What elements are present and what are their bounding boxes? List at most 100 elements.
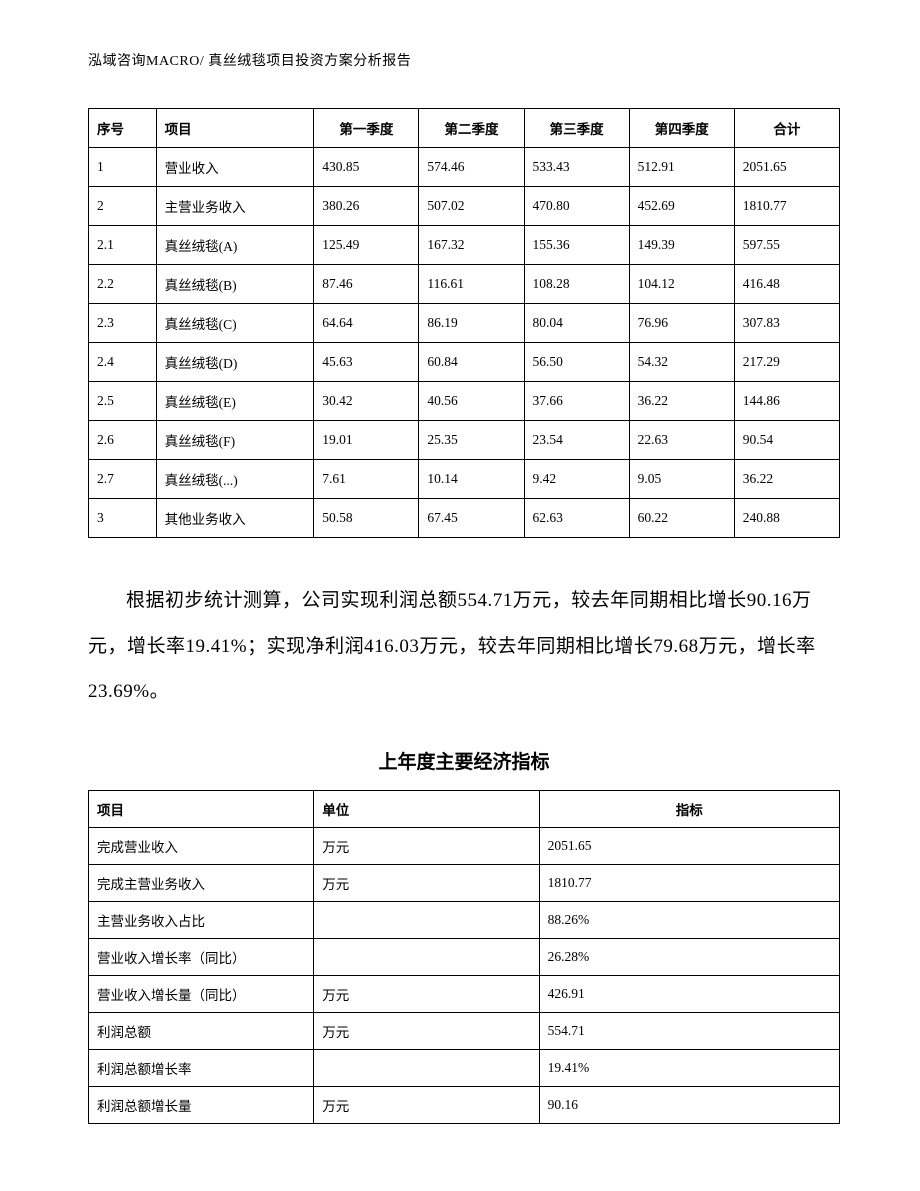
- table-row: 2.3真丝绒毯(C)64.6486.1980.0476.96307.83: [89, 304, 840, 343]
- table-cell: 149.39: [629, 226, 734, 265]
- table-cell: 万元: [314, 1086, 539, 1123]
- table-cell: 167.32: [419, 226, 524, 265]
- table-cell: 30.42: [314, 382, 419, 421]
- table-cell: 1810.77: [539, 864, 839, 901]
- table-cell: 2051.65: [734, 148, 839, 187]
- page-header: 泓域咨询MACRO/ 真丝绒毯项目投资方案分析报告: [88, 50, 840, 70]
- table-cell: 利润总额: [89, 1012, 314, 1049]
- col-value: 指标: [539, 790, 839, 827]
- table-cell: 533.43: [524, 148, 629, 187]
- table-cell: 10.14: [419, 460, 524, 499]
- table-row: 营业收入增长量（同比）万元426.91: [89, 975, 840, 1012]
- table-header-row: 项目 单位 指标: [89, 790, 840, 827]
- table-cell: 26.28%: [539, 938, 839, 975]
- table-cell: 76.96: [629, 304, 734, 343]
- table-cell: 64.64: [314, 304, 419, 343]
- table-cell: 19.41%: [539, 1049, 839, 1086]
- table-cell: 60.84: [419, 343, 524, 382]
- table-cell: 108.28: [524, 265, 629, 304]
- table-cell: 50.58: [314, 499, 419, 538]
- table-cell: 22.63: [629, 421, 734, 460]
- table-row: 2主营业务收入380.26507.02470.80452.691810.77: [89, 187, 840, 226]
- table-cell: 2.2: [89, 265, 157, 304]
- table-row: 1营业收入430.85574.46533.43512.912051.65: [89, 148, 840, 187]
- table-cell: 380.26: [314, 187, 419, 226]
- table-cell: 主营业务收入占比: [89, 901, 314, 938]
- table-cell: 155.36: [524, 226, 629, 265]
- table-cell: 36.22: [629, 382, 734, 421]
- table-cell: 430.85: [314, 148, 419, 187]
- table-cell: 116.61: [419, 265, 524, 304]
- table-cell: 144.86: [734, 382, 839, 421]
- table-cell: 2051.65: [539, 827, 839, 864]
- table-cell: 7.61: [314, 460, 419, 499]
- table-cell: 2.6: [89, 421, 157, 460]
- col-q4: 第四季度: [629, 109, 734, 148]
- table-cell: 45.63: [314, 343, 419, 382]
- table-cell: 90.16: [539, 1086, 839, 1123]
- table-row: 完成主营业务收入万元1810.77: [89, 864, 840, 901]
- economic-indicators-table: 项目 单位 指标 完成营业收入万元2051.65完成主营业务收入万元1810.7…: [88, 790, 840, 1124]
- table-cell: 507.02: [419, 187, 524, 226]
- table-cell: 完成主营业务收入: [89, 864, 314, 901]
- table-cell: 真丝绒毯(D): [156, 343, 314, 382]
- table-cell: 9.42: [524, 460, 629, 499]
- table-cell: 416.48: [734, 265, 839, 304]
- table-cell: 56.50: [524, 343, 629, 382]
- table-cell: 万元: [314, 827, 539, 864]
- table-cell: 426.91: [539, 975, 839, 1012]
- table-cell: 512.91: [629, 148, 734, 187]
- table-cell: 2.3: [89, 304, 157, 343]
- table-cell: 37.66: [524, 382, 629, 421]
- table-row: 2.4真丝绒毯(D)45.6360.8456.5054.32217.29: [89, 343, 840, 382]
- table-cell: 36.22: [734, 460, 839, 499]
- table-cell: 307.83: [734, 304, 839, 343]
- table-cell: 470.80: [524, 187, 629, 226]
- table-cell: 营业收入增长率（同比）: [89, 938, 314, 975]
- col-item: 项目: [89, 790, 314, 827]
- table-cell: 217.29: [734, 343, 839, 382]
- table-cell: 1810.77: [734, 187, 839, 226]
- table-cell: 62.63: [524, 499, 629, 538]
- quarterly-revenue-table: 序号 项目 第一季度 第二季度 第三季度 第四季度 合计 1营业收入430.85…: [88, 108, 840, 538]
- table-cell: 87.46: [314, 265, 419, 304]
- table-row: 营业收入增长率（同比） 26.28%: [89, 938, 840, 975]
- table-cell: 19.01: [314, 421, 419, 460]
- table-cell: 554.71: [539, 1012, 839, 1049]
- table-cell: 60.22: [629, 499, 734, 538]
- table-cell: 营业收入: [156, 148, 314, 187]
- table-cell: 真丝绒毯(F): [156, 421, 314, 460]
- table-row: 利润总额增长量万元90.16: [89, 1086, 840, 1123]
- table-cell: [314, 901, 539, 938]
- table-cell: 125.49: [314, 226, 419, 265]
- table-row: 2.1真丝绒毯(A)125.49167.32155.36149.39597.55: [89, 226, 840, 265]
- table-cell: 40.56: [419, 382, 524, 421]
- col-total: 合计: [734, 109, 839, 148]
- table-cell: 25.35: [419, 421, 524, 460]
- table-cell: 23.54: [524, 421, 629, 460]
- table-cell: 万元: [314, 975, 539, 1012]
- table-cell: 1: [89, 148, 157, 187]
- table-cell: 利润总额增长量: [89, 1086, 314, 1123]
- summary-paragraph: 根据初步统计测算，公司实现利润总额554.71万元，较去年同期相比增长90.16…: [88, 578, 840, 715]
- table-cell: 真丝绒毯(A): [156, 226, 314, 265]
- table-cell: 104.12: [629, 265, 734, 304]
- section-title: 上年度主要经济指标: [88, 747, 840, 774]
- table-cell: 2.7: [89, 460, 157, 499]
- table-cell: 90.54: [734, 421, 839, 460]
- table-row: 2.6真丝绒毯(F)19.0125.3523.5422.6390.54: [89, 421, 840, 460]
- table-cell: 真丝绒毯(C): [156, 304, 314, 343]
- table-cell: [314, 938, 539, 975]
- table-cell: 万元: [314, 1012, 539, 1049]
- table-header-row: 序号 项目 第一季度 第二季度 第三季度 第四季度 合计: [89, 109, 840, 148]
- table-row: 2.7真丝绒毯(...)7.6110.149.429.0536.22: [89, 460, 840, 499]
- table-cell: 完成营业收入: [89, 827, 314, 864]
- table-cell: 240.88: [734, 499, 839, 538]
- col-q3: 第三季度: [524, 109, 629, 148]
- table-cell: 452.69: [629, 187, 734, 226]
- table-cell: 其他业务收入: [156, 499, 314, 538]
- table-cell: 3: [89, 499, 157, 538]
- table-cell: 真丝绒毯(...): [156, 460, 314, 499]
- table-cell: 万元: [314, 864, 539, 901]
- table-row: 利润总额增长率19.41%: [89, 1049, 840, 1086]
